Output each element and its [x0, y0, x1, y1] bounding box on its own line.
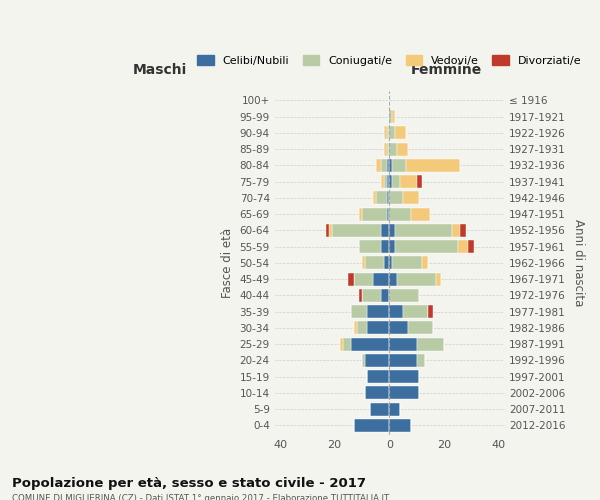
Bar: [386, 208, 389, 220]
Bar: [367, 305, 389, 318]
Bar: [386, 142, 389, 156]
Bar: [416, 175, 422, 188]
Bar: [384, 175, 386, 188]
Text: Maschi: Maschi: [133, 63, 187, 77]
Bar: [354, 419, 389, 432]
Bar: [469, 240, 474, 253]
Bar: [381, 159, 386, 172]
Text: COMUNE DI MIGLIERINA (CZ) - Dati ISTAT 1° gennaio 2017 - Elaborazione TUTTITALIA: COMUNE DI MIGLIERINA (CZ) - Dati ISTAT 1…: [12, 494, 389, 500]
Bar: [389, 192, 403, 204]
Y-axis label: Fasce di età: Fasce di età: [221, 228, 234, 298]
Bar: [367, 370, 389, 383]
Bar: [389, 322, 409, 334]
Bar: [332, 224, 381, 237]
Bar: [384, 142, 386, 156]
Bar: [389, 370, 419, 383]
Bar: [376, 159, 381, 172]
Bar: [351, 305, 367, 318]
Bar: [389, 305, 403, 318]
Bar: [389, 208, 411, 220]
Bar: [359, 289, 362, 302]
Bar: [389, 240, 395, 253]
Bar: [365, 386, 389, 400]
Bar: [376, 192, 386, 204]
Bar: [373, 192, 376, 204]
Bar: [460, 224, 466, 237]
Bar: [392, 175, 400, 188]
Bar: [389, 272, 397, 285]
Bar: [349, 272, 354, 285]
Bar: [362, 256, 365, 270]
Bar: [389, 338, 416, 350]
Bar: [411, 208, 430, 220]
Bar: [362, 289, 381, 302]
Bar: [365, 256, 384, 270]
Bar: [359, 208, 362, 220]
Bar: [428, 305, 433, 318]
Bar: [395, 224, 452, 237]
Bar: [397, 142, 409, 156]
Bar: [367, 322, 389, 334]
Bar: [384, 256, 389, 270]
Bar: [436, 272, 441, 285]
Bar: [395, 126, 406, 140]
Bar: [381, 175, 384, 188]
Bar: [389, 354, 416, 367]
Bar: [362, 354, 365, 367]
Bar: [422, 256, 428, 270]
Bar: [343, 338, 351, 350]
Bar: [452, 224, 460, 237]
Bar: [386, 159, 389, 172]
Bar: [389, 419, 411, 432]
Bar: [389, 402, 400, 415]
Bar: [362, 208, 386, 220]
Bar: [329, 224, 332, 237]
Bar: [400, 175, 416, 188]
Text: Femmine: Femmine: [411, 63, 482, 77]
Bar: [381, 224, 389, 237]
Bar: [386, 126, 389, 140]
Bar: [389, 142, 397, 156]
Bar: [384, 126, 386, 140]
Bar: [392, 159, 406, 172]
Bar: [409, 322, 433, 334]
Bar: [392, 110, 395, 123]
Bar: [389, 175, 392, 188]
Bar: [403, 192, 419, 204]
Bar: [340, 338, 343, 350]
Bar: [392, 256, 422, 270]
Bar: [356, 322, 367, 334]
Bar: [389, 256, 392, 270]
Bar: [354, 322, 356, 334]
Bar: [403, 305, 428, 318]
Bar: [395, 240, 458, 253]
Bar: [365, 354, 389, 367]
Bar: [386, 175, 389, 188]
Bar: [373, 272, 389, 285]
Bar: [326, 224, 329, 237]
Bar: [458, 240, 469, 253]
Legend: Celibi/Nubili, Coniugati/e, Vedovi/e, Divorziati/e: Celibi/Nubili, Coniugati/e, Vedovi/e, Di…: [197, 55, 581, 66]
Bar: [397, 272, 436, 285]
Bar: [389, 224, 395, 237]
Bar: [381, 289, 389, 302]
Bar: [386, 192, 389, 204]
Bar: [389, 159, 392, 172]
Bar: [359, 240, 381, 253]
Y-axis label: Anni di nascita: Anni di nascita: [572, 219, 585, 306]
Bar: [406, 159, 460, 172]
Bar: [370, 402, 389, 415]
Bar: [416, 338, 444, 350]
Bar: [389, 386, 419, 400]
Bar: [354, 272, 373, 285]
Bar: [416, 354, 425, 367]
Bar: [351, 338, 389, 350]
Bar: [389, 126, 395, 140]
Bar: [381, 240, 389, 253]
Bar: [389, 289, 419, 302]
Bar: [389, 110, 392, 123]
Text: Popolazione per età, sesso e stato civile - 2017: Popolazione per età, sesso e stato civil…: [12, 478, 366, 490]
